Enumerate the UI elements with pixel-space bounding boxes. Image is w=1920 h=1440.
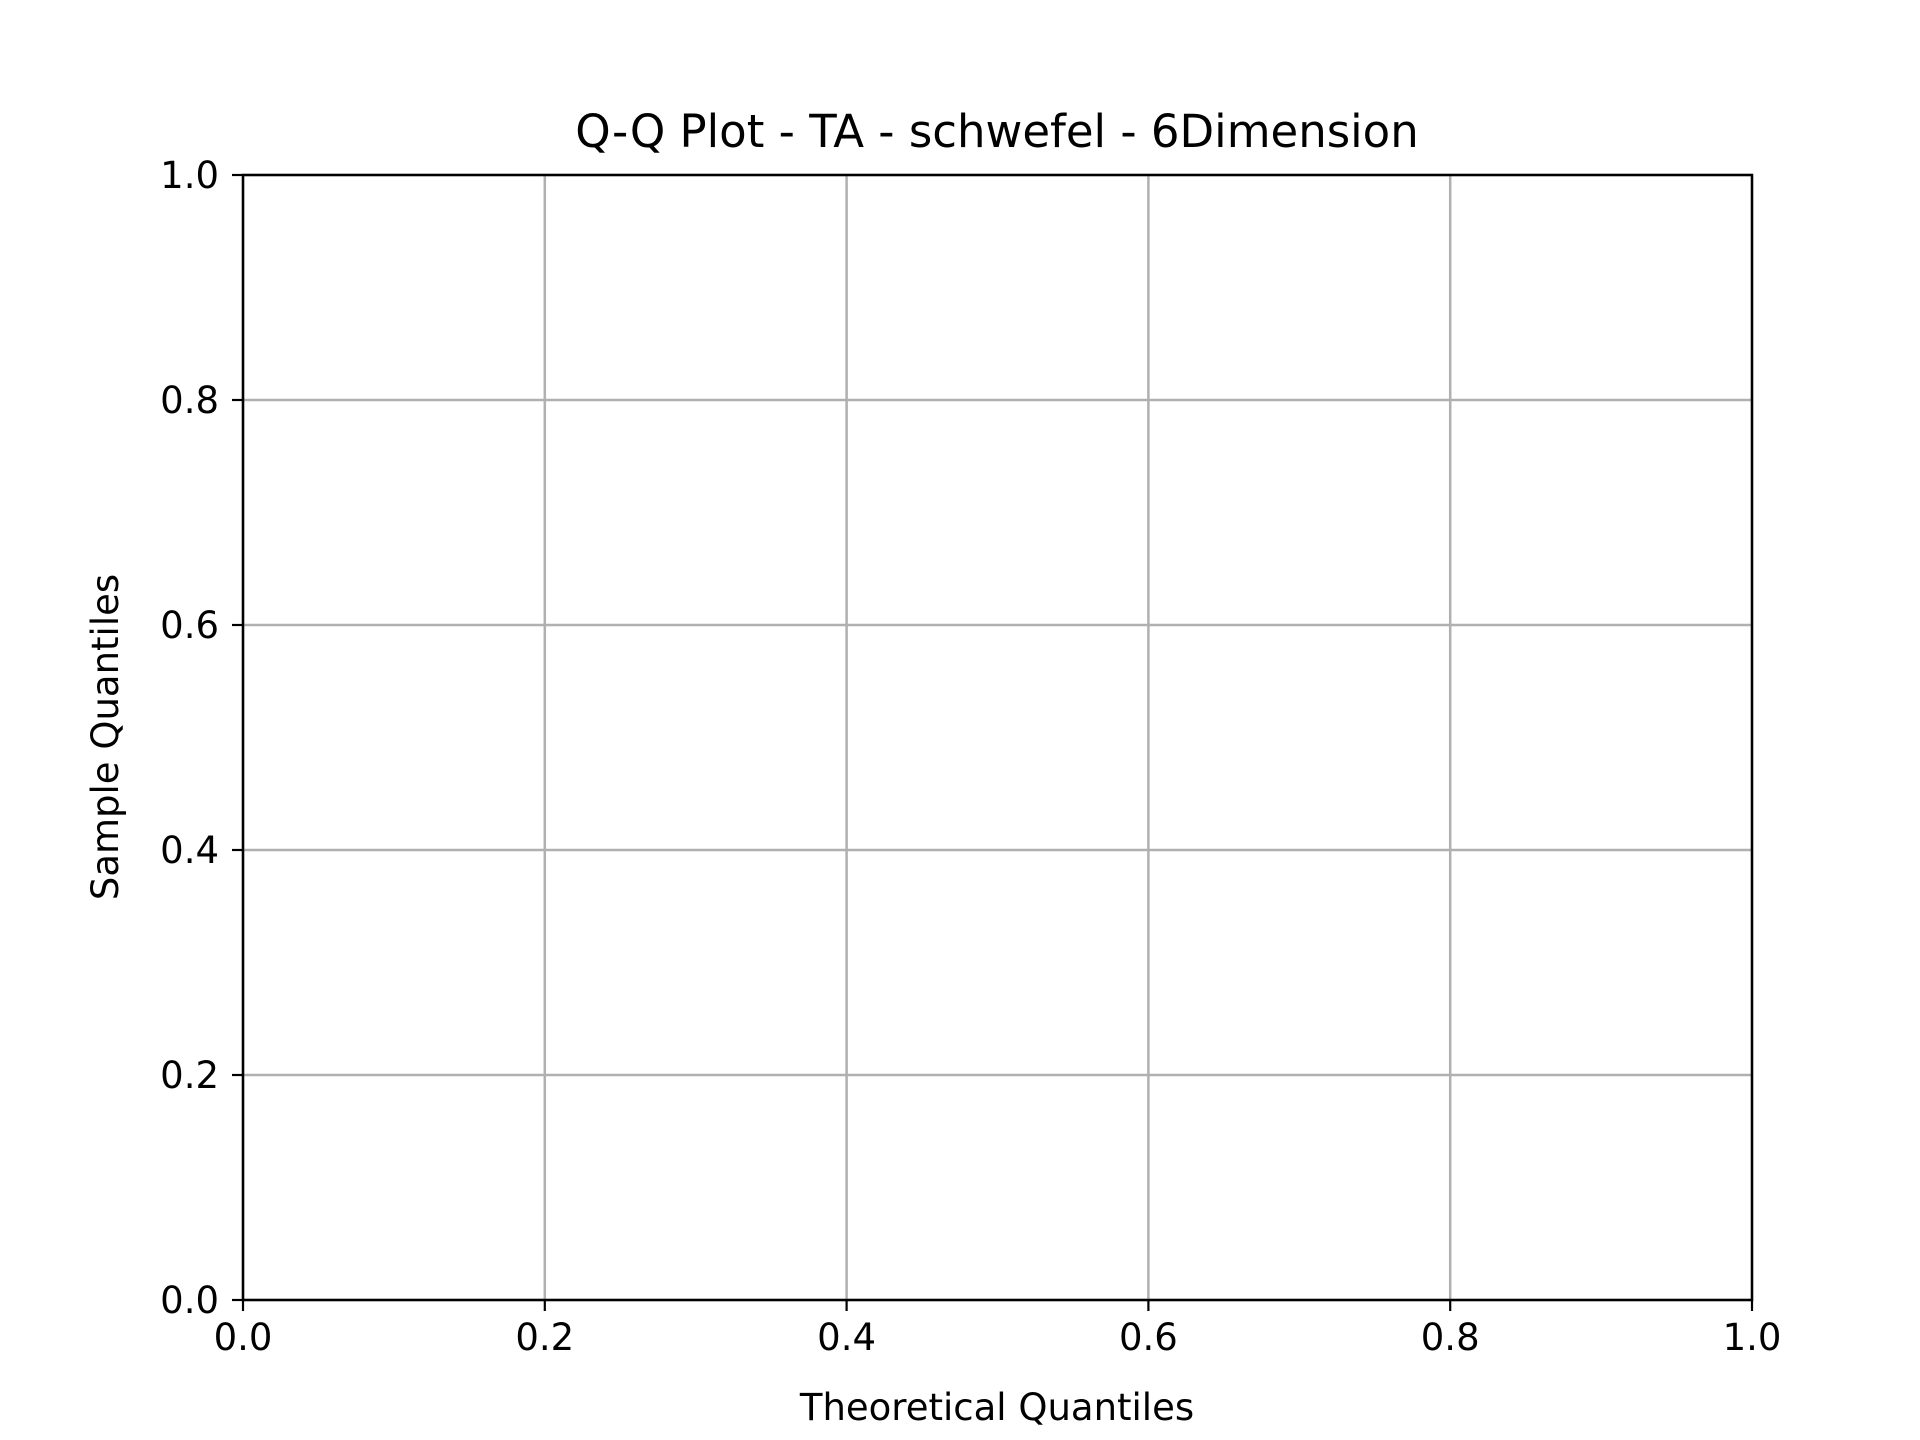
x-tick-label: 1.0 xyxy=(1723,1316,1782,1359)
x-tick-label: 0.4 xyxy=(817,1316,876,1359)
y-tick-label: 1.0 xyxy=(160,154,219,197)
chart-title: Q-Q Plot - TA - schwefel - 6Dimension xyxy=(575,105,1418,158)
x-tick-label: 0.2 xyxy=(515,1316,574,1359)
x-tick-label: 0.6 xyxy=(1119,1316,1178,1359)
y-tick-label: 0.0 xyxy=(160,1279,219,1322)
x-axis-label: Theoretical Quantiles xyxy=(799,1386,1194,1429)
y-axis: 0.0 0.2 0.4 0.6 0.8 1.0 xyxy=(160,154,243,1322)
x-tick-label: 0.0 xyxy=(214,1316,273,1359)
x-tick-label: 0.8 xyxy=(1421,1316,1480,1359)
y-tick-label: 0.6 xyxy=(160,604,219,647)
x-axis: 0.0 0.2 0.4 0.6 0.8 1.0 xyxy=(214,1300,1782,1359)
y-tick-label: 0.8 xyxy=(160,379,219,422)
y-tick-label: 0.2 xyxy=(160,1054,219,1097)
y-axis-label: Sample Quantiles xyxy=(84,574,127,900)
y-tick-label: 0.4 xyxy=(160,829,219,872)
plot-area-frame xyxy=(241,173,1754,1302)
